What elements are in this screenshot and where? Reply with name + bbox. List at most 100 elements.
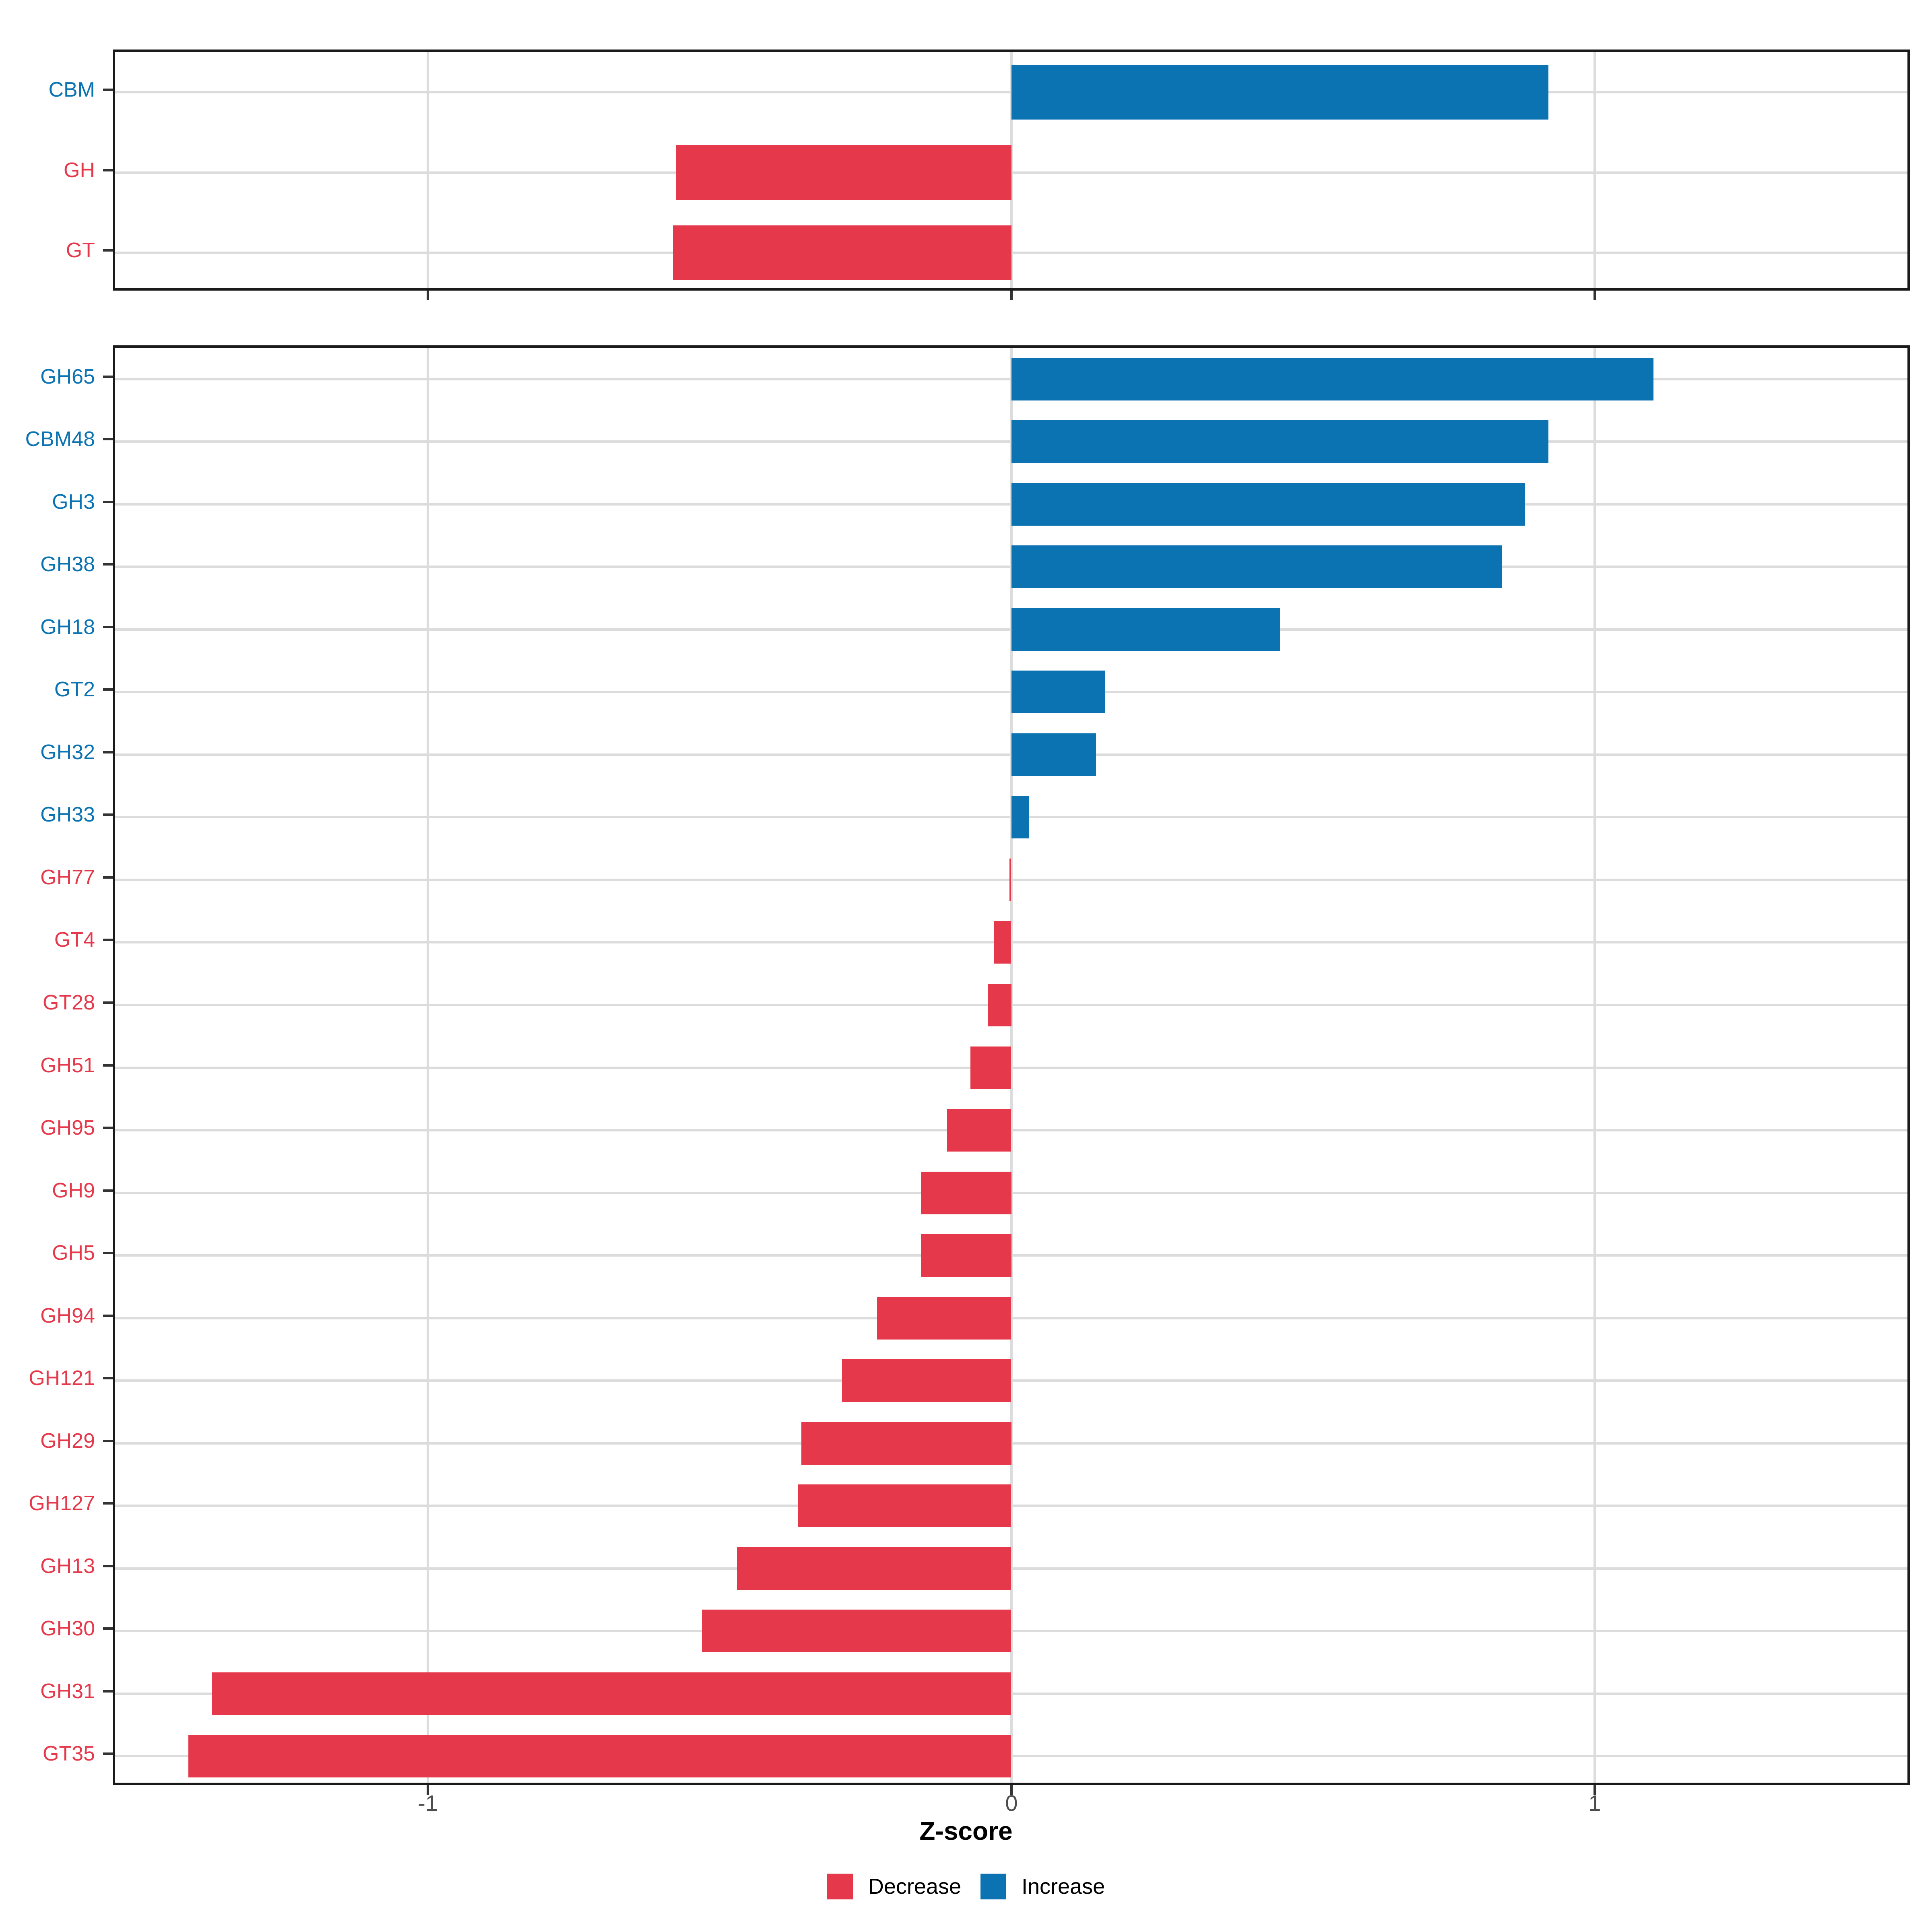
bar-GH13	[737, 1547, 1011, 1590]
category-label-GH33: GH33	[40, 803, 95, 826]
facet-panel-top	[113, 50, 1910, 291]
y-axis-tick	[103, 626, 113, 628]
category-label-CBM48: CBM48	[25, 427, 95, 451]
y-axis-tick	[103, 1001, 113, 1004]
bar-GH30	[702, 1610, 1011, 1652]
category-label-GH95: GH95	[40, 1116, 95, 1139]
bar-GH33	[1011, 796, 1029, 838]
category-label-GH51: GH51	[40, 1054, 95, 1077]
bar-GT35	[188, 1735, 1011, 1777]
category-label-CBM: CBM	[48, 78, 95, 101]
bar-GT4	[994, 921, 1011, 964]
bar-GH29	[801, 1422, 1011, 1465]
category-label-GT35: GT35	[42, 1742, 95, 1765]
x-axis-tick	[427, 1785, 429, 1795]
y-axis-tick	[103, 249, 113, 252]
bar-GH	[676, 145, 1011, 200]
bar-GH77	[1009, 859, 1011, 901]
y-axis-tick	[103, 1315, 113, 1317]
category-label-GH94: GH94	[40, 1304, 95, 1327]
bar-GH9	[921, 1172, 1011, 1214]
legend-item-increase: Increase	[980, 1874, 1105, 1899]
y-axis-tick	[103, 1627, 113, 1630]
bar-GT28	[988, 984, 1011, 1026]
x-tick-label--1: -1	[418, 1790, 438, 1816]
bar-GH31	[212, 1672, 1011, 1715]
x-axis-tick	[427, 291, 429, 300]
category-label-GH30: GH30	[40, 1617, 95, 1640]
y-axis-tick	[103, 876, 113, 879]
y-axis-tick	[103, 169, 113, 171]
bar-GH18	[1011, 608, 1280, 651]
y-axis-tick	[103, 1690, 113, 1693]
x-tick-label-0: 0	[1005, 1790, 1018, 1816]
legend-label: Increase	[1021, 1874, 1105, 1899]
y-axis-tick	[103, 1064, 113, 1067]
bar-GH38	[1011, 545, 1502, 588]
y-axis-tick	[103, 501, 113, 503]
legend-swatch-decrease	[827, 1874, 853, 1899]
category-label-GH3: GH3	[52, 490, 95, 514]
y-axis-tick	[103, 376, 113, 378]
bar-GH121	[842, 1359, 1011, 1402]
category-label-GH121: GH121	[29, 1366, 95, 1390]
category-label-GH: GH	[64, 159, 95, 182]
category-label-GH29: GH29	[40, 1429, 95, 1453]
y-axis-tick	[103, 1565, 113, 1567]
bar-GT	[673, 225, 1011, 280]
x-axis-tick	[1010, 1785, 1013, 1795]
bar-GT2	[1011, 671, 1105, 713]
y-axis-tick	[103, 1252, 113, 1254]
y-axis-tick	[103, 1189, 113, 1192]
y-axis-tick	[103, 563, 113, 566]
y-axis-tick	[103, 813, 113, 816]
bar-CBM48	[1011, 420, 1548, 463]
category-label-GT: GT	[66, 239, 95, 262]
category-label-GT2: GT2	[54, 678, 95, 701]
y-axis-tick	[103, 688, 113, 691]
bar-GH3	[1011, 483, 1525, 526]
vertical-gridline	[1593, 348, 1596, 1783]
category-label-GT4: GT4	[54, 928, 95, 952]
category-label-GH9: GH9	[52, 1179, 95, 1202]
bar-CBM	[1011, 65, 1548, 120]
category-label-GH38: GH38	[40, 553, 95, 576]
bar-GH32	[1011, 733, 1096, 776]
vertical-gridline	[426, 348, 429, 1783]
y-axis-tick	[103, 1752, 113, 1755]
y-axis-tick	[103, 1440, 113, 1442]
vertical-gridline	[1010, 348, 1013, 1783]
bar-GH51	[970, 1046, 1011, 1089]
y-axis-tick	[103, 751, 113, 753]
category-label-GT28: GT28	[42, 991, 95, 1014]
bar-GH5	[921, 1234, 1011, 1277]
facet-panel-bottom	[113, 345, 1910, 1785]
category-label-GH32: GH32	[40, 741, 95, 764]
legend: Decrease Increase	[0, 1874, 1932, 1899]
legend-item-decrease: Decrease	[827, 1874, 961, 1899]
bar-GH95	[947, 1109, 1011, 1152]
x-axis-title: Z-score	[919, 1816, 1013, 1845]
category-label-GH65: GH65	[40, 365, 95, 388]
bar-GH127	[798, 1484, 1011, 1527]
x-axis-tick	[1010, 291, 1013, 300]
legend-label: Decrease	[868, 1874, 961, 1899]
x-axis-tick	[1593, 1785, 1596, 1795]
y-axis-tick	[103, 89, 113, 91]
category-label-GH5: GH5	[52, 1241, 95, 1265]
bar-GH94	[877, 1297, 1011, 1340]
legend-swatch-increase	[980, 1874, 1006, 1899]
category-label-GH31: GH31	[40, 1680, 95, 1703]
x-axis-tick	[1593, 291, 1596, 300]
category-label-GH18: GH18	[40, 615, 95, 639]
vertical-gridline	[426, 52, 429, 288]
y-axis-tick	[103, 1127, 113, 1129]
category-label-GH127: GH127	[29, 1492, 95, 1515]
y-axis-tick	[103, 438, 113, 440]
x-tick-label-1: 1	[1588, 1790, 1601, 1816]
y-axis-tick	[103, 1502, 113, 1505]
category-label-GH77: GH77	[40, 866, 95, 889]
y-axis-tick	[103, 1377, 113, 1379]
vertical-gridline	[1593, 52, 1596, 288]
